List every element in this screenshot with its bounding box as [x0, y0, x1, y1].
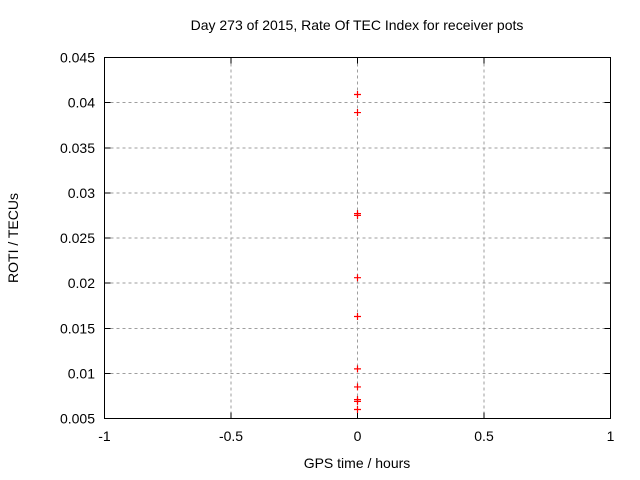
y-tick-label: 0.035 — [60, 140, 95, 156]
y-axis-label: ROTI / TECUs — [5, 193, 21, 283]
y-tick-label: 0.045 — [60, 50, 95, 66]
data-point-marker — [354, 383, 361, 391]
data-point-marker — [354, 313, 361, 321]
data-point-marker — [354, 211, 361, 219]
x-tick-label: -0.5 — [219, 428, 243, 444]
chart-title: Day 273 of 2015, Rate Of TEC Index for r… — [190, 17, 524, 33]
data-point-marker — [354, 91, 361, 99]
y-tick-label: 0.005 — [60, 411, 95, 427]
y-tick-label: 0.02 — [68, 275, 95, 291]
data-point-marker — [354, 274, 361, 282]
x-tick-label: 0.5 — [474, 428, 494, 444]
x-tick-label: 0 — [354, 428, 362, 444]
y-tick-label: 0.03 — [68, 185, 95, 201]
data-point-marker — [354, 109, 361, 117]
y-tick-label: 0.015 — [60, 320, 95, 336]
data-point-marker — [354, 365, 361, 373]
y-tick-label: 0.025 — [60, 230, 95, 246]
data-point-marker — [354, 405, 361, 413]
x-tick-label: -1 — [98, 428, 111, 444]
x-tick-label: 1 — [607, 428, 615, 444]
data-point-marker — [354, 397, 361, 405]
y-tick-label: 0.01 — [68, 365, 95, 381]
x-axis-label: GPS time / hours — [303, 455, 411, 471]
y-tick-label: 0.04 — [68, 95, 95, 111]
